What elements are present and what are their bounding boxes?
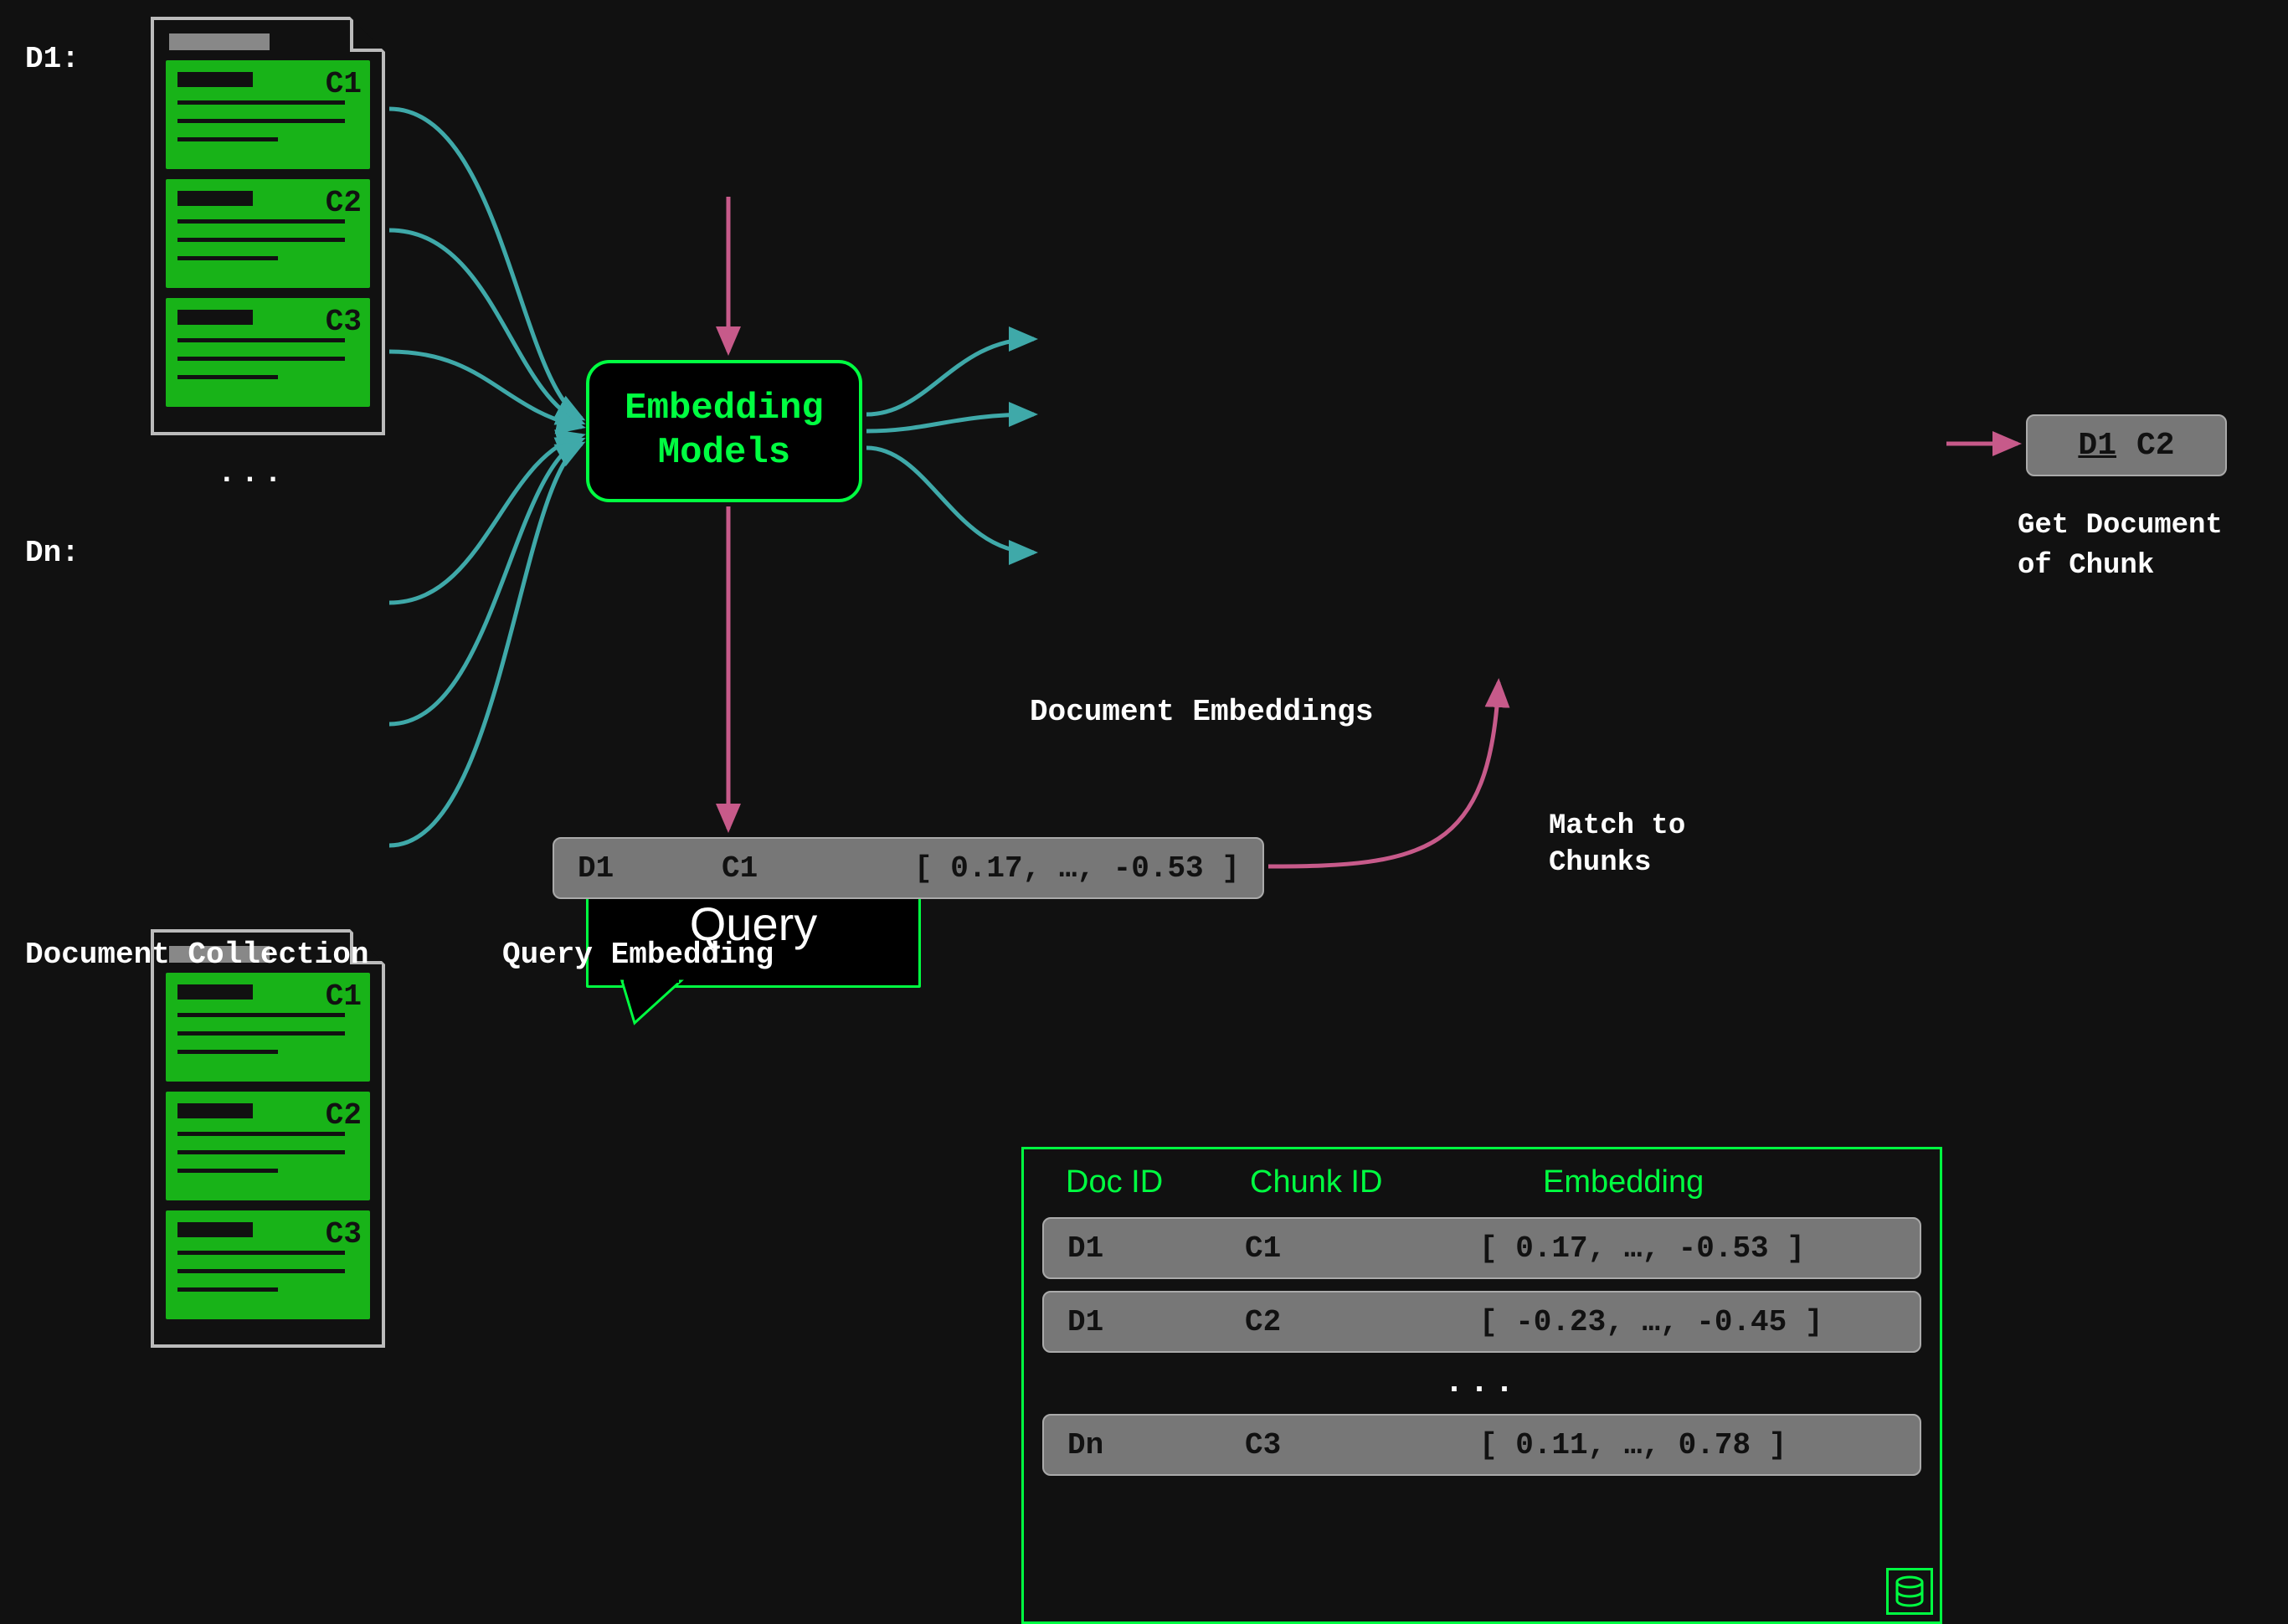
db-cell-emb: [ 0.11, …, 0.78 ] xyxy=(1479,1428,1920,1462)
docn-label: Dn: xyxy=(25,536,80,570)
chunk-d1-c3: C3 xyxy=(166,298,370,407)
db-cell-doc: D1 xyxy=(1044,1231,1245,1266)
chunk-d1-c1: C1 xyxy=(166,60,370,169)
match-label: Match to Chunks xyxy=(1549,808,1685,881)
result-box: D1 C2 xyxy=(2026,414,2227,476)
db-cell-doc: Dn xyxy=(1044,1428,1245,1462)
chunk-label: C1 xyxy=(326,67,362,101)
database-icon xyxy=(1886,1568,1933,1615)
db-header-chunkid: Chunk ID xyxy=(1250,1164,1501,1200)
chunk-label: C1 xyxy=(326,979,362,1014)
doc1-label: D1: xyxy=(25,42,80,76)
document-dn: C1 C2 C3 xyxy=(151,929,385,1348)
chunk-d1-c2: C2 xyxy=(166,179,370,288)
result-chunk: C2 xyxy=(2136,428,2175,464)
chunk-label: C2 xyxy=(326,186,362,220)
document-d1: C1 C2 C3 xyxy=(151,17,385,435)
speech-tail-icon xyxy=(622,981,697,1027)
db-cell-chunk: C2 xyxy=(1245,1305,1479,1339)
chunk-label: C3 xyxy=(326,1217,362,1251)
db-cell-emb: [ -0.23, …, -0.45 ] xyxy=(1479,1305,1920,1339)
chunk-dn-c2: C2 xyxy=(166,1092,370,1200)
db-cell-doc: D1 xyxy=(1044,1305,1245,1339)
db-header-embedding: Embedding xyxy=(1501,1164,1915,1200)
db-row: D1 C1 [ 0.17, …, -0.53 ] xyxy=(1042,1217,1921,1279)
result-doc: D1 xyxy=(2078,428,2116,464)
chunk-label: C3 xyxy=(326,305,362,339)
db-cell-chunk: C3 xyxy=(1245,1428,1479,1462)
qe-doc: D1 xyxy=(554,851,722,886)
chunk-dn-c3: C3 xyxy=(166,1210,370,1319)
emb-line1: Embedding xyxy=(625,387,824,431)
result-label: Get Document of Chunk xyxy=(2018,506,2223,586)
docs-ellipsis: ... xyxy=(218,456,287,491)
document-embeddings-label: Document Embeddings xyxy=(1030,695,1373,729)
chunk-dn-c1: C1 xyxy=(166,973,370,1082)
db-cell-chunk: C1 xyxy=(1245,1231,1479,1266)
db-ellipsis: ... xyxy=(1024,1364,1940,1402)
embedding-models-box: Embedding Models xyxy=(586,360,862,502)
db-header-docid: Doc ID xyxy=(1049,1164,1250,1200)
qe-emb: [ 0.17, …, -0.53 ] xyxy=(914,851,1262,886)
qe-chunk: C1 xyxy=(722,851,914,886)
db-cell-emb: [ 0.17, …, -0.53 ] xyxy=(1479,1231,1920,1266)
db-row: Dn C3 [ 0.11, …, 0.78 ] xyxy=(1042,1414,1921,1476)
query-embedding-label: Query Embedding xyxy=(502,938,774,972)
chunk-label: C2 xyxy=(326,1098,362,1133)
embeddings-db: Doc ID Chunk ID Embedding D1 C1 [ 0.17, … xyxy=(1021,1147,1942,1624)
doc-header-bar xyxy=(169,33,270,50)
query-embedding-row: D1 C1 [ 0.17, …, -0.53 ] xyxy=(553,837,1264,899)
document-collection-label: Document Collection xyxy=(25,938,368,972)
db-row: D1 C2 [ -0.23, …, -0.45 ] xyxy=(1042,1291,1921,1353)
emb-line2: Models xyxy=(625,431,824,475)
